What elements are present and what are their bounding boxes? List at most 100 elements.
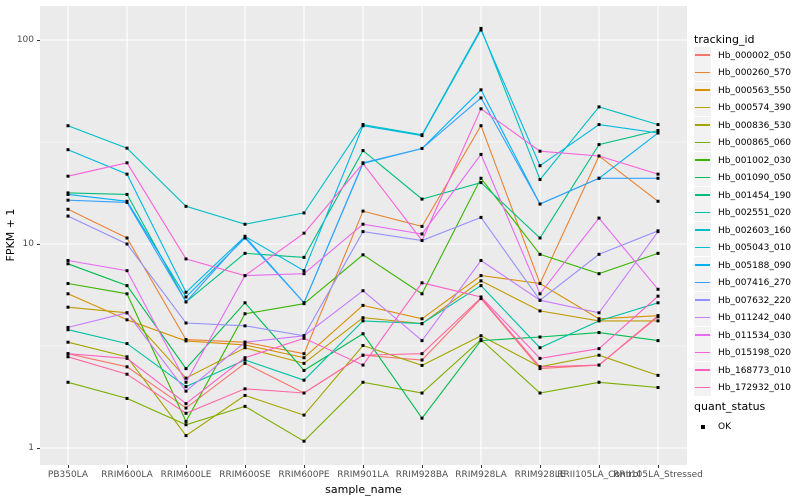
legend-label: Hb_001454_190	[718, 190, 792, 201]
data-point	[243, 343, 247, 347]
x-axis-title: sample_name	[325, 483, 402, 496]
legend-key-line-swatch	[694, 186, 711, 204]
data-point	[361, 316, 365, 320]
legend-key-line	[695, 71, 710, 74]
legend-key-line	[695, 246, 710, 249]
legend-key-line	[695, 281, 710, 284]
data-point	[125, 342, 129, 346]
data-point	[361, 332, 365, 336]
x-tick-label: RRII105LA_Stressed	[613, 470, 703, 480]
legend-label: Hb_000260_570	[718, 68, 792, 78]
data-point	[597, 363, 601, 367]
legend-key-line	[695, 211, 710, 214]
data-point	[302, 336, 306, 340]
data-point	[243, 404, 247, 408]
data-point	[361, 380, 365, 384]
data-point	[361, 124, 365, 128]
legend-label: Hb_015198_020	[718, 348, 792, 358]
data-point	[184, 402, 188, 406]
data-point	[420, 134, 424, 138]
data-point	[597, 154, 601, 158]
data-point	[66, 148, 70, 152]
data-point	[479, 279, 483, 283]
legend-key-line	[695, 316, 710, 319]
legend-label: Hb_011534_030	[718, 330, 792, 341]
data-point	[184, 385, 188, 389]
data-point	[656, 251, 660, 255]
data-point	[479, 259, 483, 263]
y-tick-mark	[36, 447, 40, 449]
legend-label: Hb_005043_010	[718, 243, 792, 253]
data-point	[479, 96, 483, 100]
legend-key-line-swatch	[694, 151, 711, 169]
data-point	[656, 339, 660, 343]
data-point	[125, 200, 129, 204]
data-point	[597, 105, 601, 109]
legend-key-line-swatch	[694, 81, 711, 99]
data-point	[597, 176, 601, 180]
legend-label: Hb_002551_020	[718, 208, 792, 218]
data-point	[479, 181, 483, 185]
legend-key-line-swatch	[694, 361, 711, 379]
data-point	[184, 406, 188, 410]
data-point	[479, 107, 483, 111]
data-point	[538, 164, 542, 168]
legend-label: Hb_005188_090	[718, 260, 792, 271]
data-point	[538, 335, 542, 339]
data-point	[302, 356, 306, 360]
legend-label-quant: OK	[718, 422, 731, 432]
data-point	[302, 231, 306, 235]
legend-key-line	[695, 176, 710, 179]
data-point	[125, 356, 129, 360]
data-point	[538, 309, 542, 313]
legend-key-line	[695, 386, 710, 389]
x-tick-label: RRIM928LA	[455, 470, 507, 480]
data-point	[243, 236, 247, 240]
plot-area-svg	[40, 6, 687, 465]
data-point	[243, 301, 247, 305]
y-axis-title: FPKM + 1	[4, 208, 17, 262]
legend-key-line	[695, 351, 710, 354]
legend-label: Hb_002603_160	[718, 225, 792, 236]
data-point	[184, 376, 188, 380]
data-point	[125, 172, 129, 176]
x-tick-mark	[539, 465, 541, 468]
legend-key-line	[695, 141, 710, 144]
legend-title-quant-status: quant_status	[694, 400, 766, 413]
data-point	[125, 284, 129, 288]
data-point	[597, 353, 601, 357]
data-point	[420, 317, 424, 321]
x-tick-label: RRII105LA_Control	[557, 470, 641, 480]
legend-key-line	[695, 124, 710, 126]
legend: tracking_id Hb_000002_050 Hb_000260_570 Hb…	[692, 0, 800, 500]
legend-key-line	[695, 194, 710, 196]
legend-key-line	[695, 89, 710, 91]
data-point	[125, 161, 129, 165]
data-point	[184, 389, 188, 393]
legend-key-line-swatch	[694, 379, 711, 396]
data-point	[538, 367, 542, 371]
legend-key-point-swatch	[694, 418, 711, 435]
data-point	[538, 292, 542, 296]
legend-key-line-swatch	[694, 239, 711, 256]
data-point	[479, 28, 483, 32]
data-point	[66, 328, 70, 332]
data-point	[479, 124, 483, 128]
data-point	[243, 356, 247, 360]
data-point	[656, 294, 660, 298]
x-tick-label: RRIM600PE	[278, 470, 330, 480]
data-point	[243, 361, 247, 365]
data-point	[184, 321, 188, 325]
data-point	[656, 385, 660, 389]
data-point	[243, 312, 247, 316]
x-tick-mark	[126, 465, 128, 468]
legend-label: Hb_168773_010	[718, 365, 792, 376]
data-point	[479, 339, 483, 343]
x-tick-label: RRIM600LE	[160, 470, 212, 480]
data-point	[243, 251, 247, 255]
x-tick-mark	[480, 465, 482, 468]
data-point	[361, 222, 365, 226]
data-point	[125, 146, 129, 150]
data-point	[656, 319, 660, 323]
data-point	[302, 272, 306, 276]
